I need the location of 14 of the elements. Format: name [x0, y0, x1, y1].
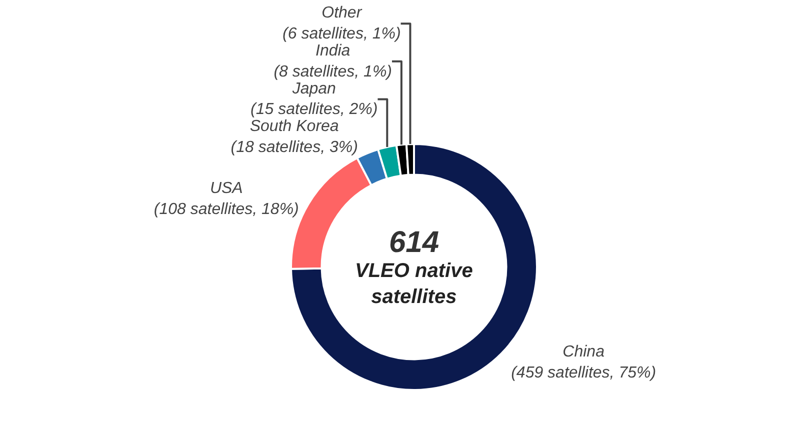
slice-label: China	[562, 344, 605, 361]
text: 614	[389, 226, 440, 259]
data-label: (8 satellites, 1%)	[274, 63, 392, 80]
data-label: (108 satellites, 18%)	[154, 201, 299, 218]
data-label: (15 satellites, 2%)	[250, 101, 378, 118]
slice-label: USA	[210, 180, 243, 198]
data-label: (18 satellites, 3%)	[230, 138, 358, 156]
data-label: (459 satellites, 75%)	[511, 364, 656, 382]
slice-label: South Korea	[250, 118, 339, 136]
slice-label: India	[316, 42, 350, 60]
data-label: (6 satellites, 1%)	[282, 26, 401, 42]
slice-label: Japan	[291, 80, 336, 98]
slice-label: Other	[322, 4, 362, 22]
text: VLEO native satellites	[355, 260, 473, 308]
